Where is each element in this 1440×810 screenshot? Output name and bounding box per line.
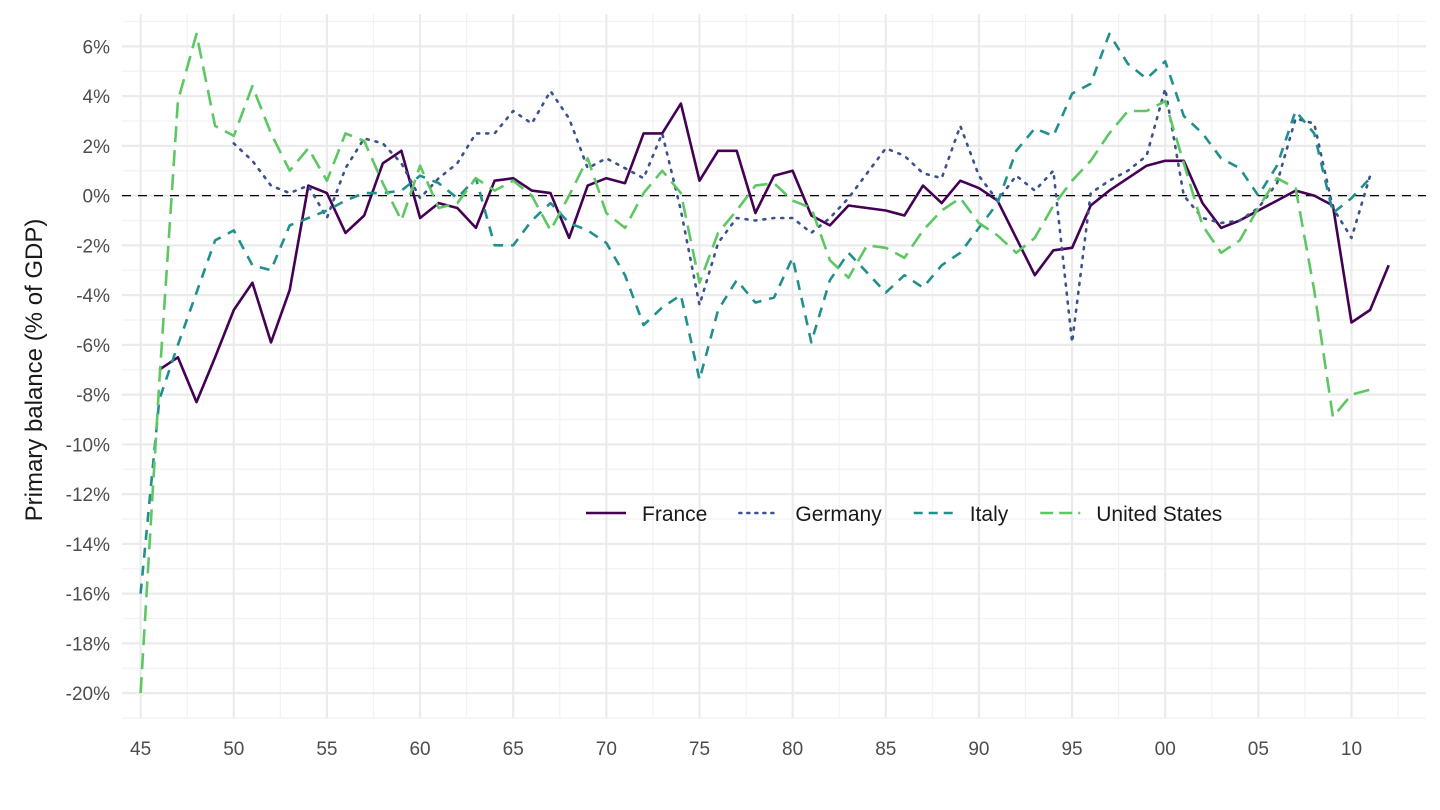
y-tick-label: 2% bbox=[83, 137, 111, 158]
y-tick-label: -10% bbox=[66, 435, 110, 456]
series-line-italy bbox=[139, 32, 1372, 594]
x-tick-label: 45 bbox=[130, 739, 151, 760]
y-tick-label: -20% bbox=[66, 684, 110, 705]
y-axis-title: Primary balance (% of GDP) bbox=[21, 219, 48, 522]
x-tick-label: 70 bbox=[596, 739, 617, 760]
y-tick-label: -18% bbox=[66, 634, 110, 655]
y-tick-label: -6% bbox=[76, 336, 110, 357]
x-tick-label: 60 bbox=[409, 739, 430, 760]
x-tick-label: 10 bbox=[1341, 739, 1362, 760]
y-tick-label: -4% bbox=[76, 286, 110, 307]
y-tick-label: 6% bbox=[83, 37, 111, 58]
y-tick-label: 4% bbox=[83, 87, 111, 108]
x-tick-label: 05 bbox=[1248, 739, 1269, 760]
y-tick-label: -14% bbox=[66, 535, 110, 556]
legend-label-italy: Italy bbox=[970, 503, 1009, 526]
legend-label-germany: Germany bbox=[795, 503, 882, 526]
y-tick-label: 0% bbox=[83, 187, 111, 208]
x-tick-label: 65 bbox=[503, 739, 524, 760]
legend-label-france: France bbox=[642, 503, 707, 526]
x-tick-label: 90 bbox=[968, 739, 989, 760]
x-tick-label: 80 bbox=[782, 739, 803, 760]
x-tick-label: 85 bbox=[875, 739, 896, 760]
y-tick-label: -16% bbox=[66, 585, 110, 606]
grid-major bbox=[122, 14, 1426, 718]
x-tick-label: 95 bbox=[1061, 739, 1082, 760]
x-tick-label: 00 bbox=[1155, 739, 1176, 760]
grid-minor bbox=[122, 14, 1426, 719]
x-tick-label: 50 bbox=[223, 739, 244, 760]
x-tick-label: 55 bbox=[316, 739, 337, 760]
y-tick-label: -2% bbox=[76, 236, 110, 257]
legend-label-united-states: United States bbox=[1096, 503, 1222, 526]
y-axis-tick-labels: 6% 4% 2% 0% -2% -4% -6% -8% -10% -12% -14% -16% -18%… bbox=[66, 37, 110, 705]
y-tick-label: -8% bbox=[76, 386, 110, 407]
x-axis-tick-labels: 45 50 55 60 65 70 75 80 85 90 95 00 05 10 bbox=[130, 739, 1362, 760]
x-tick-label: 75 bbox=[689, 739, 710, 760]
legend: France Germany Italy United States bbox=[586, 503, 1222, 526]
series-lines bbox=[139, 32, 1390, 694]
y-tick-label: -12% bbox=[66, 485, 110, 506]
series-line-united-states bbox=[139, 32, 1371, 694]
